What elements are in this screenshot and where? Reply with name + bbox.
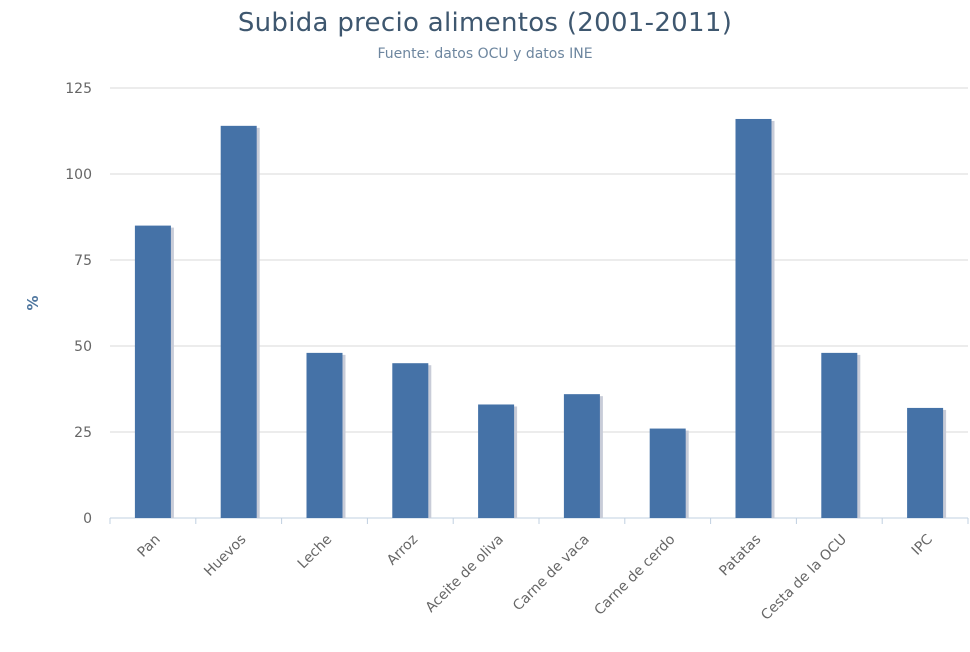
chart-subtitle: Fuente: datos OCU y datos INE bbox=[377, 46, 593, 62]
y-tick-label: 125 bbox=[65, 81, 92, 97]
x-tick-label: Aceite de oliva bbox=[423, 532, 507, 616]
x-tick-label: Arroz bbox=[384, 532, 421, 569]
y-tick-label: 50 bbox=[74, 339, 92, 355]
bar[interactable] bbox=[392, 363, 429, 518]
y-tick-label: 100 bbox=[65, 167, 92, 183]
x-tick-label: Carne de cerdo bbox=[592, 532, 679, 619]
x-tick-label: Leche bbox=[295, 532, 336, 573]
bar-layer bbox=[134, 118, 947, 519]
axis-layer: 0 25 50 75 100 125 Pan Huevos Leche Arroz Aceite d… bbox=[65, 81, 969, 624]
bar[interactable] bbox=[134, 225, 171, 518]
x-tick-label: Patatas bbox=[716, 532, 764, 580]
x-tick-label: Pan bbox=[135, 532, 164, 561]
y-tick-label: 25 bbox=[74, 425, 92, 441]
x-tick-label: Cesta de la OCU bbox=[758, 532, 850, 624]
bar[interactable] bbox=[907, 407, 944, 518]
y-tick-label: 75 bbox=[74, 253, 92, 269]
bar[interactable] bbox=[649, 428, 686, 518]
bar[interactable] bbox=[220, 125, 257, 518]
chart-title: Subida precio alimentos (2001-2011) bbox=[237, 8, 733, 38]
x-tick-label: Huevos bbox=[201, 532, 249, 580]
bar[interactable] bbox=[735, 118, 772, 519]
bar[interactable] bbox=[478, 404, 515, 518]
x-tick-label: Carne de vaca bbox=[510, 532, 593, 615]
y-axis-title: % bbox=[24, 295, 42, 310]
bar[interactable] bbox=[821, 352, 858, 518]
bar[interactable] bbox=[306, 352, 343, 518]
y-tick-label: 0 bbox=[83, 511, 92, 527]
bar[interactable] bbox=[563, 394, 600, 518]
x-tick-label: IPC bbox=[909, 531, 936, 558]
